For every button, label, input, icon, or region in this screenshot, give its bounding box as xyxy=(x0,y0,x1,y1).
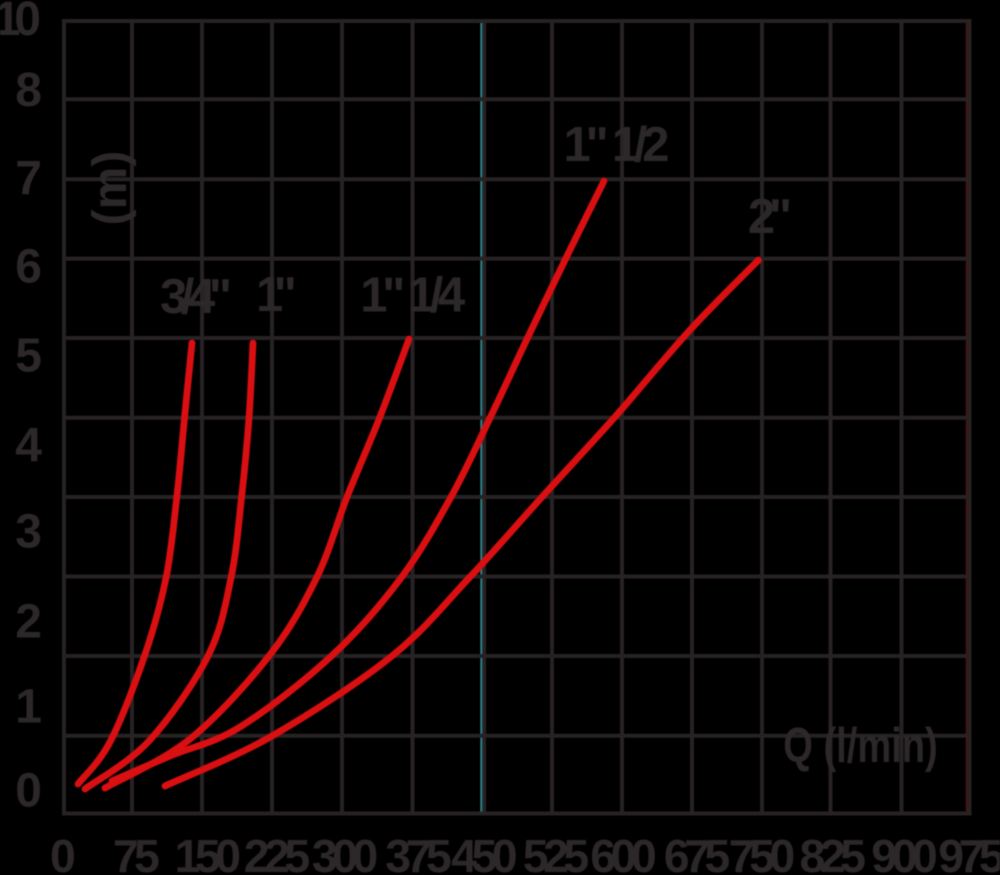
svg-text:0: 0 xyxy=(15,764,42,817)
svg-text:6: 6 xyxy=(15,240,42,293)
svg-text:3/4": 3/4" xyxy=(160,270,232,324)
svg-text:675: 675 xyxy=(664,830,731,875)
svg-text:10: 10 xyxy=(0,0,41,46)
svg-text:(m): (m) xyxy=(84,151,137,226)
svg-text:900: 900 xyxy=(871,830,938,875)
svg-text:5: 5 xyxy=(15,329,42,382)
svg-text:1" 1/2: 1" 1/2 xyxy=(564,118,670,172)
svg-text:975: 975 xyxy=(938,830,1000,875)
svg-text:2": 2" xyxy=(748,190,792,244)
svg-text:750: 750 xyxy=(729,830,796,875)
svg-text:300: 300 xyxy=(312,830,379,875)
svg-text:600: 600 xyxy=(590,830,657,875)
svg-text:4: 4 xyxy=(15,419,42,472)
svg-text:1": 1" xyxy=(256,268,297,322)
svg-text:2: 2 xyxy=(15,595,42,648)
svg-text:8: 8 xyxy=(15,64,42,117)
svg-text:525: 525 xyxy=(523,830,590,875)
svg-text:825: 825 xyxy=(799,830,866,875)
svg-text:375: 375 xyxy=(385,830,452,875)
svg-text:225: 225 xyxy=(244,830,311,875)
svg-text:3: 3 xyxy=(15,505,42,558)
svg-text:75: 75 xyxy=(113,830,160,875)
svg-text:0: 0 xyxy=(50,830,76,875)
svg-text:7: 7 xyxy=(15,152,42,205)
svg-text:1: 1 xyxy=(15,680,42,733)
svg-text:Q (l/min): Q (l/min) xyxy=(783,718,937,773)
svg-text:450: 450 xyxy=(451,830,518,875)
svg-text:150: 150 xyxy=(175,830,242,875)
svg-text:1" 1/4: 1" 1/4 xyxy=(360,269,465,323)
